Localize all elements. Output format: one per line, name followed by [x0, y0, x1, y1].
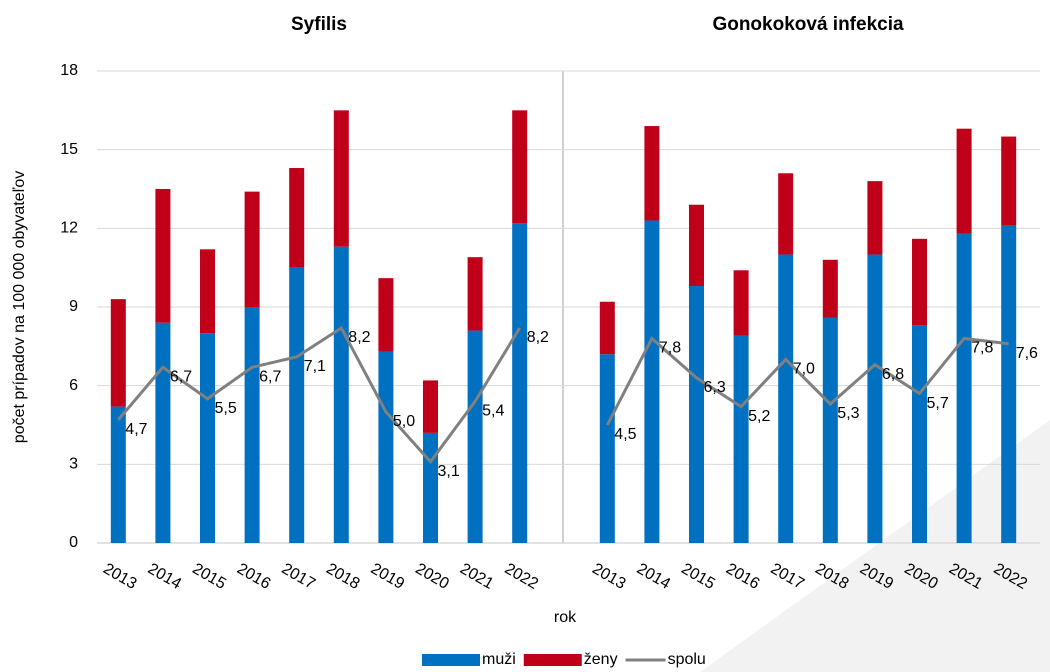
x-tick-label: 2014: [634, 560, 673, 593]
bar-segment: [1001, 225, 1017, 543]
x-tick-label: 2014: [145, 560, 184, 593]
x-tick-label: 2016: [723, 560, 762, 593]
bar-segment: [200, 249, 215, 334]
data-label: 5,3: [837, 405, 859, 422]
bar-segment: [599, 301, 615, 355]
data-label: 6,8: [882, 366, 904, 383]
bar-segment: [822, 259, 838, 318]
y-tick-label: 18: [60, 62, 78, 79]
x-tick-label: 2013: [100, 560, 139, 593]
data-label: 4,5: [614, 426, 636, 443]
bar-segment: [956, 128, 972, 234]
bar-segment: [200, 333, 215, 543]
data-label: 4,7: [125, 421, 147, 438]
bar-segment: [778, 254, 794, 544]
bar-segment: [244, 307, 260, 543]
bar-segment: [867, 254, 883, 544]
legend-label: muži: [482, 651, 516, 668]
x-tick-label: 2015: [678, 560, 717, 593]
bar-segment: [512, 110, 528, 224]
data-label: 8,2: [348, 329, 370, 346]
legend-label: spolu: [668, 651, 706, 668]
y-tick-label: 6: [69, 377, 78, 394]
bar-segment: [822, 317, 838, 543]
x-tick-label: 2016: [234, 560, 273, 593]
bar-segment: [733, 270, 749, 336]
data-label: 5,5: [215, 400, 237, 417]
bar-segment: [155, 322, 171, 543]
y-tick-label: 3: [69, 456, 78, 473]
bar-segment: [733, 335, 749, 543]
y-tick-label: 15: [60, 141, 78, 158]
bar-segment: [689, 204, 704, 287]
legend-swatch: [422, 654, 480, 666]
x-tick-label: 2020: [412, 560, 451, 593]
data-label: 7,0: [793, 361, 815, 378]
y-tick-label: 12: [60, 220, 78, 237]
bar-segment: [512, 223, 528, 544]
bar-segment: [289, 267, 305, 543]
x-tick-label: 2013: [589, 560, 628, 593]
legend-swatch: [523, 654, 582, 666]
data-label: 6,3: [704, 379, 726, 396]
line: [117, 325, 521, 465]
data-label: 8,2: [527, 329, 549, 346]
bar-segment: [110, 406, 126, 543]
bar-segment: [155, 189, 171, 323]
data-label: 5,7: [927, 395, 949, 412]
bar-segment: [423, 432, 438, 543]
x-tick-label: 2017: [768, 560, 807, 593]
x-axis-label: rok: [554, 609, 577, 626]
legend-label: ženy: [584, 651, 618, 668]
panel-title: Gonokoková infekcia: [712, 14, 904, 35]
x-tick-label: 2021: [457, 560, 496, 593]
panel-title: Syfilis: [291, 14, 347, 35]
data-label: 7,8: [971, 340, 993, 357]
bar-segment: [244, 191, 260, 307]
y-axis-label: počet prípadov na 100 000 obyvateľov: [11, 171, 28, 443]
bar-segment: [333, 110, 349, 247]
bar-segment: [644, 126, 660, 221]
bar-segment: [378, 351, 394, 543]
bar-segment: [1001, 136, 1017, 226]
bar-segment: [110, 299, 126, 407]
bar-segment: [689, 286, 704, 543]
bar-segment: [644, 220, 660, 543]
bar-segment: [423, 380, 438, 433]
y-tick-label: 9: [69, 298, 78, 315]
data-label: 3,1: [438, 463, 460, 480]
data-label: 5,0: [393, 413, 415, 430]
x-tick-label: 2015: [189, 560, 228, 593]
x-tick-label: 2019: [368, 560, 407, 593]
data-label: 7,8: [659, 340, 681, 357]
x-tick-label: 2018: [323, 560, 362, 593]
bar-segment: [333, 246, 349, 543]
data-label: 6,7: [259, 369, 281, 386]
data-label: 7,1: [304, 358, 326, 375]
bar-segment: [378, 278, 394, 352]
bar-segment: [912, 238, 927, 326]
data-label: 5,4: [482, 403, 504, 420]
x-tick-label: 2017: [279, 560, 318, 593]
bar-segment: [778, 173, 794, 255]
line: [605, 336, 1009, 426]
bar-segment: [467, 330, 483, 543]
bar-segment: [912, 325, 927, 543]
y-tick-label: 0: [69, 534, 78, 551]
bar-segment: [467, 257, 483, 331]
data-label: 5,2: [748, 408, 770, 425]
x-tick-label: 2022: [502, 560, 541, 593]
data-label: 7,6: [1016, 345, 1038, 362]
bar-segment: [956, 233, 972, 544]
bar-segment: [599, 354, 615, 543]
data-label: 6,7: [170, 369, 192, 386]
bar-segment: [289, 168, 305, 268]
bar-segment: [867, 181, 883, 255]
